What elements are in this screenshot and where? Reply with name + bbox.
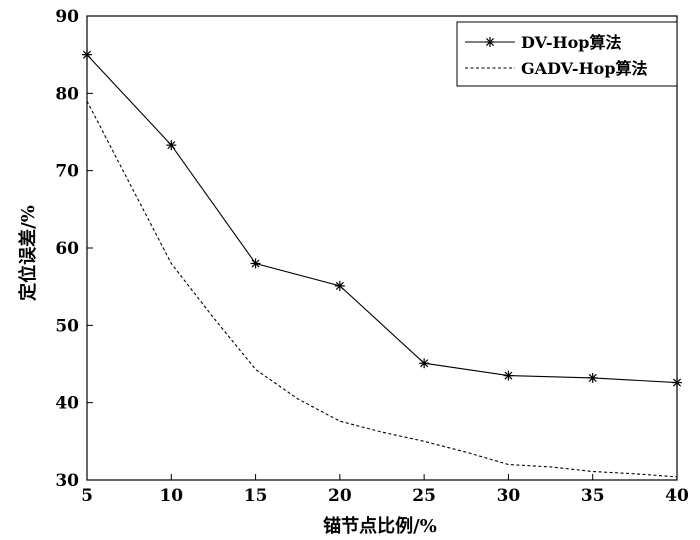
legend-box [456,21,678,87]
data-point-dv-hop [250,258,261,269]
data-point-dv-hop [672,377,682,388]
x-tick-label: 30 [497,486,521,506]
star-stroke [82,50,92,59]
legend-label-dv-hop: DV-Hop算法 [521,33,621,52]
star-stroke [485,37,495,47]
x-tick-label: 40 [665,486,689,506]
y-tick-label: 50 [55,316,79,336]
y-tick-label: 80 [55,84,79,104]
data-point-dv-hop [587,372,598,383]
star-stroke [251,259,260,268]
y-axis-title: 定位误差/% [17,205,39,301]
series-line-gadv-hop [86,100,678,478]
y-tick-label: 70 [55,162,79,182]
x-tick-label: 25 [412,486,436,506]
y-tick-label: 90 [55,7,79,27]
legend: DV-Hop算法 GADV-Hop算法 [456,21,678,87]
star-stroke [672,378,682,387]
star-stroke [335,281,344,290]
x-tick-label: 15 [244,486,268,506]
x-tick-label: 20 [328,486,352,506]
star-stroke [420,359,429,368]
y-tick-label: 60 [55,239,79,259]
x-tick-label: 10 [159,486,183,506]
y-tick-label: 30 [55,471,79,491]
data-point-dv-hop [334,280,345,291]
star-stroke [504,371,513,380]
legend-marker-dv-hop [485,37,495,47]
data-point-dv-hop [419,358,430,369]
data-point-dv-hop [503,370,514,381]
legend-label-gadv-hop: GADV-Hop算法 [521,59,648,78]
star-stroke [588,373,597,382]
y-tick-label: 40 [55,394,79,414]
data-point-dv-hop [82,49,92,60]
x-tick-label: 35 [581,486,605,506]
series-line-dv-hop [86,54,678,384]
series-group [82,49,682,478]
star-stroke [167,141,176,150]
x-axis-title: 锚节点比例/% [323,515,437,537]
axes: 5 10 15 20 25 30 35 40 30 40 50 60 70 80 90 [55,7,689,506]
x-tick-label: 5 [81,486,93,506]
data-point-dv-hop [166,140,177,151]
